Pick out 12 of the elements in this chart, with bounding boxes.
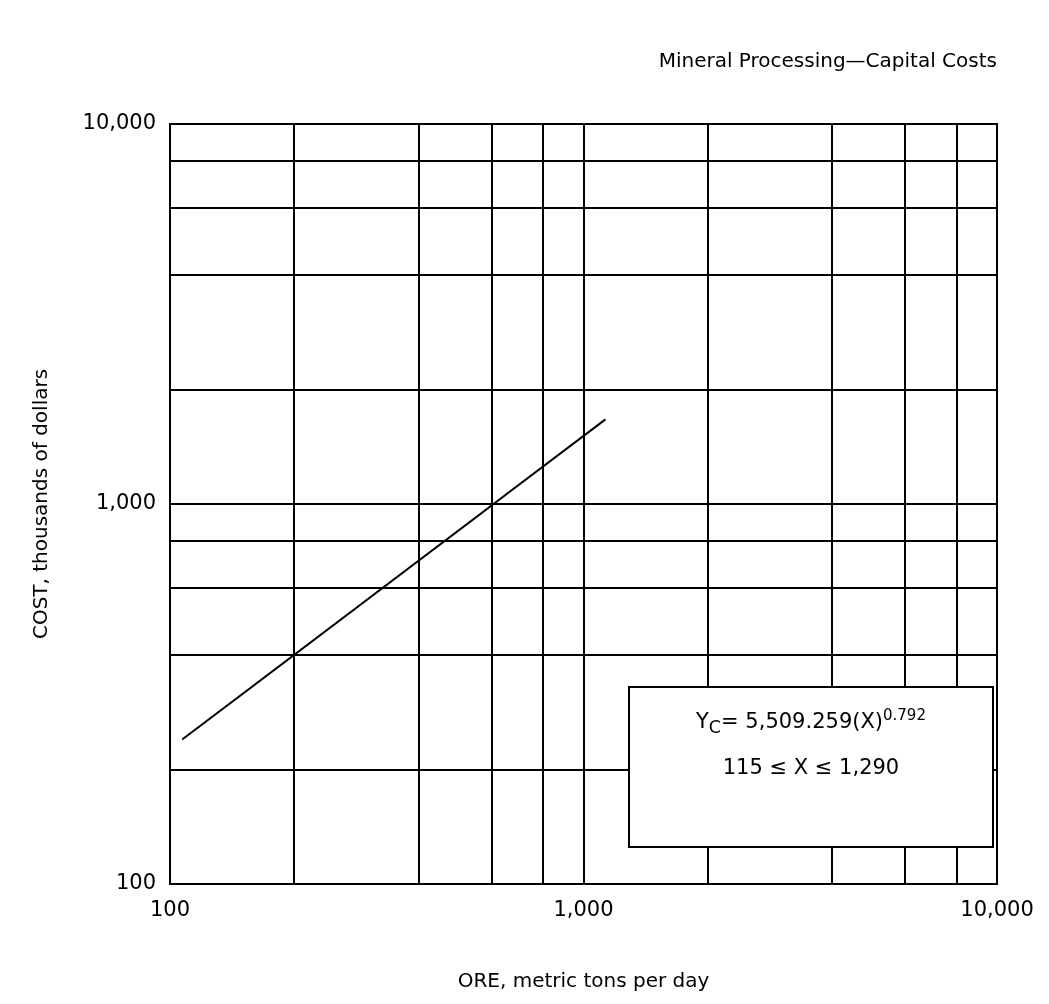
x-axis-title: ORE, metric tons per day (457, 968, 710, 993)
chart-title: Mineral Processing—Capital Costs (658, 48, 997, 73)
x-tick-label: 10,000 (960, 897, 1034, 922)
annotation: 115 ≤ X ≤ 1,290 (721, 755, 901, 780)
y-tick-label: 100 (115, 870, 156, 895)
x-tick-label: 100 (149, 897, 191, 922)
y-tick-label: 1,000 (95, 490, 156, 515)
x-tick-label: 1,000 (553, 897, 614, 922)
y-tick-label: 10,000 (82, 110, 156, 135)
annotation: Y$_{C}$= 5,509.259(X)$^{0.792}$ (695, 706, 927, 738)
y-axis-title: COST, thousands of dollars (28, 368, 53, 640)
formula-box: Y$_{C}$= 5,509.259(X)$^{0.792}$ 115 ≤ X ≤ 1,290 (628, 686, 994, 848)
